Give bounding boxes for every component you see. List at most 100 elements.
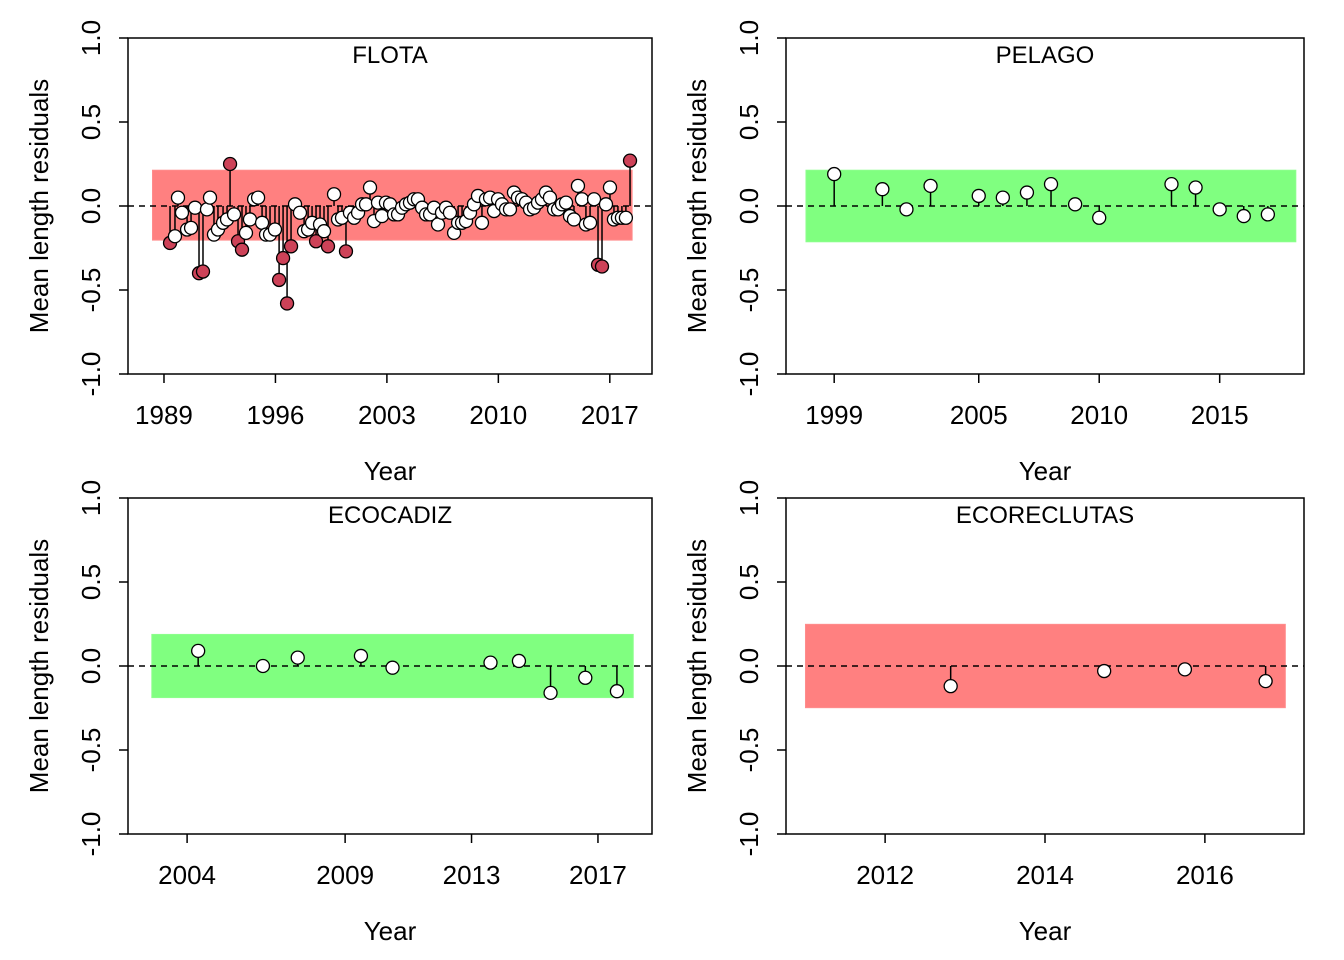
x-tick-label: 2003 (358, 400, 416, 430)
residual-point (1067, 197, 1083, 212)
x-tick-label: 1989 (135, 400, 193, 430)
x-tick-label: 2009 (316, 860, 374, 890)
y-tick-label: -0.5 (76, 728, 106, 773)
residual-point (226, 207, 242, 222)
y-tick-label: -0.5 (734, 728, 764, 773)
residual-point (618, 210, 634, 225)
x-axis-label: Year (364, 916, 417, 946)
residual-point (943, 679, 958, 694)
residual-point (899, 202, 914, 217)
residual-point (875, 182, 890, 197)
residual-point (191, 643, 206, 659)
y-tick-label: 0.5 (76, 564, 106, 600)
residual-point (558, 195, 574, 210)
residual-point (602, 180, 618, 195)
residual-point (1019, 185, 1035, 200)
residual-point (474, 215, 490, 230)
residual-point (254, 215, 270, 230)
x-tick-label: 2012 (856, 860, 914, 890)
y-tick-label: -1.0 (734, 812, 764, 857)
y-tick-label: 0.0 (76, 648, 106, 684)
y-tick-label: -0.5 (734, 268, 764, 313)
residual-point (995, 190, 1010, 205)
residual-point (267, 222, 283, 237)
y-axis-label: Mean length residuals (682, 539, 712, 793)
y-tick-label: 0.5 (734, 564, 764, 600)
residual-point (923, 178, 938, 193)
panel-title: ECOCADIZ (328, 502, 452, 529)
x-tick-label: 2015 (1191, 400, 1249, 430)
residual-point (594, 259, 610, 274)
residual-point (1188, 180, 1203, 195)
residual-point (566, 212, 582, 227)
residual-point (353, 648, 369, 664)
x-tick-label: 1999 (805, 400, 863, 430)
residual-point (308, 234, 324, 249)
residual-point (222, 156, 238, 172)
x-tick-label: 2016 (1176, 860, 1234, 890)
y-tick-label: -1.0 (76, 812, 106, 857)
residual-point (320, 239, 336, 254)
residual-point (167, 229, 183, 244)
residual-point (183, 220, 199, 235)
residual-point (271, 272, 287, 288)
residual-point (1097, 663, 1112, 679)
x-tick-label: 2013 (443, 860, 501, 890)
y-tick-label: -1.0 (734, 352, 764, 397)
residual-point (598, 197, 614, 212)
residual-point (292, 205, 308, 220)
residual-point (362, 180, 378, 195)
residual-point (187, 200, 203, 215)
residual-point (202, 190, 218, 205)
y-tick-label: -1.0 (76, 352, 106, 397)
y-tick-label: 1.0 (734, 20, 764, 56)
residual-point (586, 192, 602, 207)
panel-title: ECORECLUTAS (956, 502, 1134, 529)
residual-point (250, 190, 266, 205)
residual-point (1177, 662, 1193, 677)
residual-point (170, 190, 186, 205)
residual-point (290, 650, 305, 665)
residual-point (609, 684, 625, 699)
residual-point (174, 205, 190, 220)
x-tick-label: 2010 (1070, 400, 1128, 430)
y-axis-label: Mean length residuals (24, 539, 54, 793)
x-tick-label: 2014 (1016, 860, 1074, 890)
residual-point (574, 192, 590, 207)
y-tick-label: 0.5 (76, 104, 106, 140)
residual-point (358, 197, 374, 212)
residual-point (570, 178, 586, 193)
y-tick-label: 1.0 (76, 20, 106, 56)
residual-point (483, 655, 498, 670)
x-tick-label: 2005 (950, 400, 1008, 430)
x-axis-label: Year (1019, 456, 1072, 486)
residual-point (374, 208, 390, 224)
residual-point (542, 190, 558, 205)
residual-point (255, 658, 271, 674)
y-tick-label: 1.0 (734, 480, 764, 516)
residual-point (279, 296, 295, 311)
x-tick-label: 2017 (581, 400, 639, 430)
residual-point (199, 202, 215, 217)
residual-point (1260, 207, 1276, 222)
residual-point (1164, 177, 1179, 192)
residual-point (195, 264, 211, 279)
panel-title: FLOTA (352, 42, 428, 69)
residual-point (326, 187, 342, 202)
residual-point (1212, 202, 1227, 217)
x-tick-label: 2010 (469, 400, 527, 430)
y-tick-label: 0.0 (734, 188, 764, 224)
residual-point (1043, 177, 1059, 192)
residual-point (827, 166, 842, 182)
x-axis-label: Year (1019, 916, 1072, 946)
panel-title: PELAGO (996, 42, 1095, 69)
residual-point (578, 670, 593, 685)
residual-point (582, 215, 598, 230)
residual-point (234, 242, 250, 257)
residual-point (385, 660, 400, 675)
x-tick-label: 1996 (247, 400, 305, 430)
y-tick-label: 0.0 (76, 188, 106, 224)
y-tick-label: 0.5 (734, 104, 764, 140)
residual-point (1258, 673, 1273, 689)
